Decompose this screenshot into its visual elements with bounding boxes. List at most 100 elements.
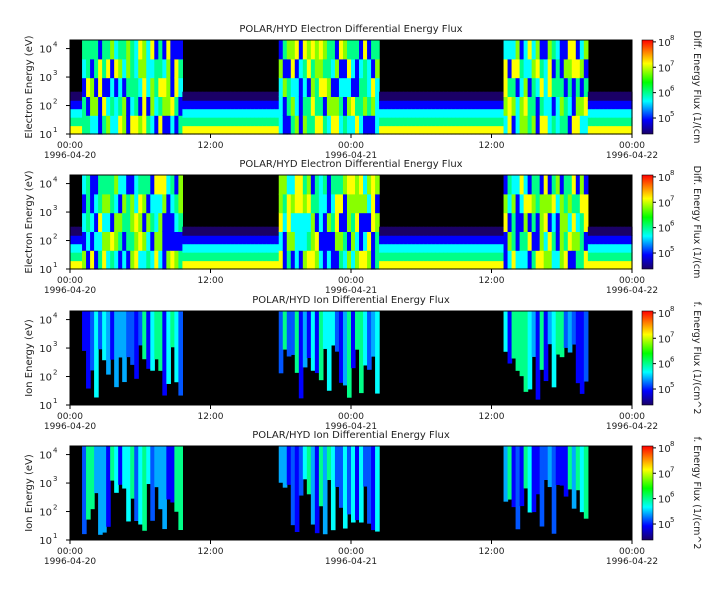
spectrogram-cell xyxy=(298,250,304,270)
spectrogram-cell xyxy=(531,250,537,270)
spectrogram-cell xyxy=(579,250,585,270)
spectrogram-cell xyxy=(198,108,204,118)
spectrogram-cell xyxy=(623,91,629,101)
spectrogram-cell xyxy=(607,235,613,245)
spectrogram-cell xyxy=(387,91,392,101)
spectrogram-cell xyxy=(286,58,292,79)
spectrogram-cell xyxy=(467,108,473,118)
y-tick-label: 10 xyxy=(39,102,52,113)
spectrogram-cell xyxy=(246,226,252,236)
spectrogram-column xyxy=(507,446,513,500)
colorbar-tick-label: 10 xyxy=(658,495,671,506)
spectrogram-cell xyxy=(78,108,83,118)
spectrogram-cell xyxy=(591,260,597,270)
spectrogram-cell xyxy=(563,40,569,60)
x-tick-time: 12:00 xyxy=(479,547,505,557)
spectrogram-cell xyxy=(82,96,87,116)
spectrogram-cell xyxy=(190,252,196,262)
spectrogram-cell xyxy=(427,100,432,110)
spectrogram-cell xyxy=(391,260,396,270)
spectrogram-cell xyxy=(623,252,629,262)
spectrogram-cell xyxy=(415,260,420,270)
spectrogram-cell xyxy=(407,91,412,101)
spectrogram-cell xyxy=(190,235,196,245)
spectrogram-cell xyxy=(234,100,240,110)
spectrogram-cell xyxy=(579,193,585,214)
spectrogram-cell xyxy=(206,125,212,135)
spectrogram-cell xyxy=(326,58,332,79)
spectrogram-cell xyxy=(379,108,384,118)
spectrogram-cell xyxy=(182,226,188,236)
spectrogram-column xyxy=(519,311,525,377)
spectrogram-cell xyxy=(571,96,577,116)
spectrogram-cell xyxy=(298,115,304,135)
spectrogram-column xyxy=(567,311,573,353)
spectrogram-cell xyxy=(262,100,268,110)
spectrogram-cell xyxy=(170,231,175,251)
colorbar-tick-label: 10 xyxy=(658,38,671,49)
spectrogram-cell xyxy=(423,91,428,101)
spectrogram-cell xyxy=(351,77,356,97)
spectrogram-cell xyxy=(174,115,179,135)
spectrogram-cell xyxy=(479,100,485,110)
spectrogram-cell xyxy=(294,212,300,232)
spectrogram-cell xyxy=(222,226,228,236)
spectrogram-column xyxy=(154,311,159,360)
spectrogram-cell xyxy=(98,212,103,232)
spectrogram-cell xyxy=(246,91,252,101)
spectrogram-column xyxy=(314,311,320,374)
spectrogram-cell xyxy=(162,231,167,251)
spectrogram-cell xyxy=(567,115,573,135)
spectrogram-column xyxy=(130,311,135,365)
spectrogram-cell xyxy=(627,243,633,253)
spectrogram-cell xyxy=(511,77,517,97)
x-tick-time: 12:00 xyxy=(198,276,224,286)
spectrogram-cell xyxy=(162,212,167,232)
y-tick-exponent: 4 xyxy=(53,447,58,455)
spectrogram-cell xyxy=(555,115,561,135)
spectrogram-cell xyxy=(202,108,208,118)
spectrogram-cell xyxy=(322,175,328,195)
spectrogram-cell xyxy=(270,91,276,101)
spectrogram-cell xyxy=(122,250,127,270)
spectrogram-cell xyxy=(427,117,432,127)
spectrogram-cell xyxy=(262,226,268,236)
spectrogram-cell xyxy=(543,58,549,79)
spectrogram-cell xyxy=(583,96,589,116)
spectrogram-column xyxy=(515,311,521,371)
spectrogram-cell xyxy=(555,96,561,116)
spectrogram-cell xyxy=(78,226,83,236)
spectrogram-cell xyxy=(543,250,549,270)
spectrogram-column xyxy=(170,311,175,348)
spectrogram-cell xyxy=(74,226,79,236)
spectrogram-cell xyxy=(455,91,460,101)
spectrogram-column xyxy=(575,311,581,384)
spectrogram-cell xyxy=(302,212,308,232)
spectrogram-column xyxy=(282,446,288,488)
spectrogram-cell xyxy=(278,96,284,116)
spectrogram-cell xyxy=(479,108,485,118)
spectrogram-cell xyxy=(278,77,284,97)
spectrogram-column xyxy=(86,311,91,389)
spectrogram-cell xyxy=(166,212,171,232)
spectrogram-cell xyxy=(547,212,553,232)
spectrogram-cell xyxy=(346,231,352,251)
spectrogram-cell xyxy=(375,40,380,60)
spectrogram-cell xyxy=(286,96,292,116)
spectrogram-cell xyxy=(627,235,633,245)
spectrogram-cell xyxy=(567,58,573,79)
spectrogram-cell xyxy=(387,235,392,245)
spectrogram-cell xyxy=(134,115,139,135)
spectrogram-cell xyxy=(326,231,332,251)
spectrogram-cell xyxy=(282,212,288,232)
spectrogram-cell xyxy=(379,252,384,262)
spectrogram-cell xyxy=(182,260,188,270)
spectrogram-cell xyxy=(499,226,505,236)
spectrogram-cell xyxy=(451,226,456,236)
spectrogram-cell xyxy=(487,91,493,101)
colorbar-tick-exponent: 7 xyxy=(670,465,674,473)
x-tick-time: 12:00 xyxy=(198,141,224,151)
spectrogram-cell xyxy=(367,96,372,116)
spectrogram-cell xyxy=(571,77,577,97)
